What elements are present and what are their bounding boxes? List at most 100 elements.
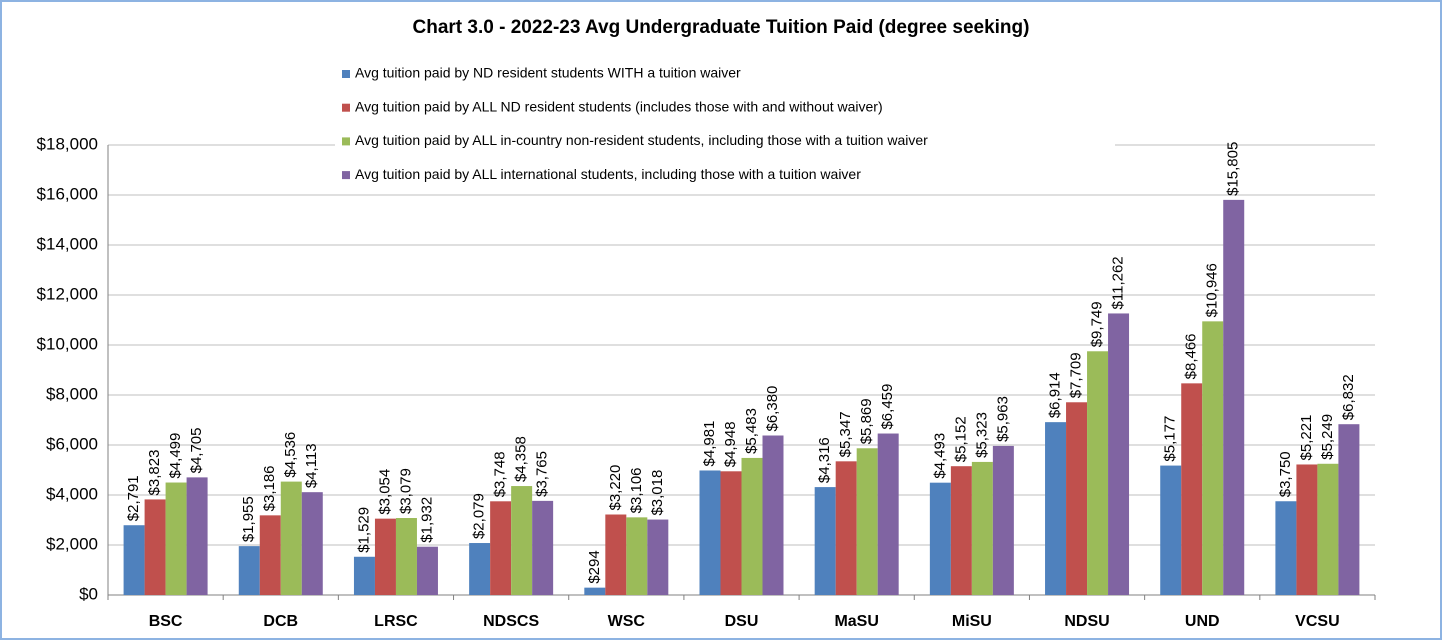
- value-label: $3,748: [492, 451, 509, 497]
- value-label: $4,536: [282, 432, 299, 478]
- bar: [741, 457, 763, 595]
- y-tick-label: $4,000: [46, 484, 98, 503]
- x-tick-label: NDSCS: [483, 613, 539, 630]
- bar: [280, 481, 302, 595]
- bar: [877, 433, 899, 595]
- value-label: $4,358: [513, 436, 530, 482]
- y-tick-label: $0: [79, 584, 98, 603]
- value-label: $7,709: [1068, 352, 1085, 398]
- x-tick-label: DCB: [263, 613, 298, 630]
- legend-swatch: [342, 137, 350, 146]
- bar: [374, 518, 396, 595]
- value-label: $6,380: [764, 386, 781, 432]
- legend-label: Avg tuition paid by ALL in-country non-r…: [355, 132, 928, 148]
- bar: [353, 556, 375, 595]
- bar: [238, 546, 260, 595]
- y-tick-label: $10,000: [37, 334, 98, 353]
- bar: [835, 461, 857, 595]
- value-label: $2,791: [125, 475, 142, 521]
- legend-label: Avg tuition paid by ALL ND resident stud…: [355, 98, 883, 114]
- bar: [1338, 424, 1360, 595]
- bar: [1108, 313, 1130, 595]
- value-label: $4,113: [303, 443, 320, 488]
- x-tick-label: NDSU: [1064, 613, 1109, 630]
- value-label: $4,981: [701, 421, 718, 467]
- bar: [416, 546, 438, 595]
- value-label: $3,823: [146, 450, 163, 496]
- bar: [647, 519, 669, 595]
- value-label: $294: [586, 550, 603, 583]
- value-label: $11,262: [1110, 256, 1127, 309]
- bar: [532, 500, 554, 595]
- value-label: $5,249: [1319, 414, 1336, 460]
- chart-title: Chart 3.0 - 2022-23 Avg Undergraduate Tu…: [413, 17, 1030, 38]
- bar: [1275, 501, 1297, 595]
- value-label: $5,483: [743, 408, 760, 454]
- bar: [123, 525, 145, 595]
- value-label: $4,948: [722, 421, 739, 467]
- bar: [1066, 402, 1088, 595]
- bar: [1317, 463, 1339, 595]
- bar: [1087, 351, 1109, 595]
- legend-label: Avg tuition paid by ND resident students…: [355, 65, 741, 81]
- y-tick-label: $6,000: [46, 434, 98, 453]
- value-label: $1,529: [355, 507, 372, 553]
- bar: [1202, 321, 1224, 595]
- bar: [1045, 422, 1067, 595]
- bar: [1223, 199, 1245, 595]
- value-label: $10,946: [1204, 263, 1221, 317]
- y-tick-label: $14,000: [37, 234, 98, 253]
- bar: [992, 445, 1014, 595]
- bar: [720, 471, 742, 595]
- value-label: $9,749: [1089, 301, 1106, 347]
- value-label: $1,932: [418, 497, 435, 543]
- legend-swatch: [342, 103, 350, 112]
- x-tick-label: DSU: [725, 613, 759, 630]
- legend-swatch: [342, 70, 350, 78]
- value-label: $3,054: [376, 469, 393, 515]
- value-label: $4,705: [188, 427, 205, 473]
- bar: [259, 515, 281, 595]
- x-tick-label: BSC: [149, 613, 183, 630]
- legend-box: [335, 58, 1115, 190]
- value-label: $5,869: [858, 398, 875, 444]
- value-label: $3,079: [397, 468, 414, 514]
- bar: [490, 501, 512, 595]
- value-label: $5,963: [994, 396, 1011, 442]
- bar: [1181, 383, 1203, 595]
- x-tick-label: MaSU: [834, 613, 878, 630]
- bar: [699, 470, 721, 595]
- y-tick-label: $8,000: [46, 384, 98, 403]
- value-label: $15,805: [1225, 142, 1242, 196]
- x-tick-label: UND: [1185, 613, 1220, 630]
- bar: [469, 543, 491, 595]
- x-tick-label: WSC: [608, 613, 646, 630]
- bar: [626, 517, 648, 595]
- bar: [950, 466, 972, 595]
- bar: [144, 499, 166, 595]
- value-label: $4,493: [931, 433, 948, 479]
- value-label: $2,079: [471, 493, 488, 539]
- value-label: $3,220: [607, 465, 624, 511]
- x-tick-label: MiSU: [952, 613, 992, 630]
- bar: [605, 514, 627, 595]
- value-label: $3,106: [628, 467, 645, 513]
- value-label: $5,323: [973, 412, 990, 458]
- bar: [856, 448, 878, 595]
- bar: [929, 482, 951, 595]
- value-label: $6,914: [1047, 372, 1064, 418]
- value-label: $3,018: [649, 470, 666, 516]
- value-label: $4,316: [816, 437, 833, 483]
- legend-label: Avg tuition paid by ALL international st…: [355, 166, 861, 182]
- bar: [301, 492, 323, 595]
- value-label: $3,750: [1277, 451, 1294, 497]
- x-tick-label: LRSC: [374, 613, 418, 630]
- value-label: $1,955: [240, 496, 257, 542]
- value-label: $3,765: [534, 451, 551, 497]
- value-label: $8,466: [1183, 333, 1200, 379]
- value-label: $6,832: [1340, 374, 1357, 420]
- bar: [762, 435, 784, 595]
- bar: [814, 487, 836, 595]
- bar: [584, 587, 606, 595]
